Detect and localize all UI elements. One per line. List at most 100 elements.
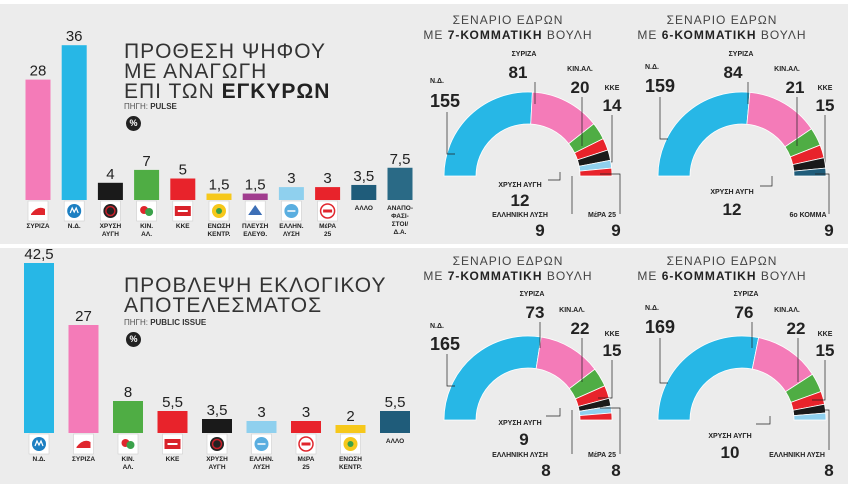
bottom-bar-4-value: 3,5 <box>207 402 228 419</box>
top-title-line3a: ΕΠΙ ΤΩΝ <box>124 80 222 103</box>
top-bar-1-value: 36 <box>66 28 83 45</box>
bottom-seat7-seats-2: 22 <box>571 319 590 338</box>
bottom-bar-1-name-0: ΣΥΡΙΖΑ <box>72 456 95 463</box>
top-bar-2-name-1: ΑΥΓΗ <box>102 231 119 238</box>
top-bar-10-name-2: ΣΤΟΙ/ <box>392 221 409 228</box>
bottom-bar-4-name-0: ΧΡΥΣΗ <box>206 456 228 463</box>
bottom-bar-7-enosi-logo-center <box>347 441 354 447</box>
bottom-seat7-name-0: Ν.Δ. <box>430 323 444 330</box>
bottom-seat7-slice-0 <box>443 335 542 421</box>
bottom-seat6-seats-5: 8 <box>824 461 833 480</box>
bottom-bar-7-value: 2 <box>346 408 354 425</box>
bottom-seat7-leader-0 <box>446 354 455 387</box>
bottom-bar-2 <box>113 401 143 433</box>
top-bar-2-name-0: ΧΡΥΣΗ <box>100 223 122 230</box>
bottom-bar-1-value: 27 <box>75 308 92 325</box>
top-bar-10 <box>387 167 413 200</box>
top-bar-10-name-0: ΑΝΑΠΟ- <box>387 205 413 212</box>
top-seat6-seats-0: 159 <box>645 76 675 96</box>
top-title-line3b: ΕΓΚΥΡΩΝ <box>221 80 331 103</box>
top-seat6-name-5: 6ο ΚΟΜΜΑ <box>789 212 826 219</box>
bottom-seat7-name-3: ΚΚΕ <box>605 331 620 338</box>
top-bar-6-name-1: ΕΛΕΥΘ. <box>243 231 267 238</box>
bottom-seat7-h2a: ΜΕ <box>423 269 448 283</box>
top-bar-5-name-1: ΚΕΝΤΡ. <box>207 231 230 238</box>
top-bar-3-kinal-logo-green <box>145 208 154 216</box>
top-bar-0-syriza-logo <box>27 200 49 222</box>
bottom-bar-0 <box>24 263 54 433</box>
bottom-seat7-leader-4 <box>546 408 561 417</box>
bottom-panel: 42,5 Ν.Δ. 27 ΣΥΡΙΖΑ 8 ΚΙΝ. ΑΛ. 5,5 ΚΚΕ 3,5 ΧΡΥΣΗ ΑΥ… <box>0 248 848 484</box>
top-bar-1-nd-logo <box>63 200 85 222</box>
top-bar-0-syriza-logo-flag <box>31 207 45 215</box>
top-bar-1 <box>61 45 87 201</box>
top-title-line1: ΠΡΟΘΕΣΗ ΨΗΦΟΥ <box>124 40 326 63</box>
bottom-bar-6-name-0: ΜέΡΑ <box>298 456 315 463</box>
top-bar-0 <box>25 79 51 200</box>
top-title: ΠΡΟΘΕΣΗ ΨΗΦΟΥ ΜΕ ΑΝΑΓΩΓΗ ΕΠΙ ΤΩΝ ΕΓΚΥΡΩΝ <box>124 40 331 103</box>
bottom-title-line2: ΑΠΟΤΕΛΕΣΜΑΤΟΣ <box>124 294 323 317</box>
bottom-seat7-leader-6 <box>600 407 621 454</box>
top-seat6-seats-1: 84 <box>724 63 743 82</box>
top-bar-8 <box>315 187 341 200</box>
top-seat6-name-3: ΚΚΕ <box>818 85 833 92</box>
bottom-bar-0-value: 42,5 <box>24 248 53 263</box>
bottom-bar-7-name-0: ΕΝΩΣΗ <box>339 456 362 463</box>
bottom-seat6-leader-4 <box>756 416 771 425</box>
bottom-seat7-heading-line2: ΜΕ 7-ΚΟΜΜΑΤΙΚΗ ΒΟΥΛΗ <box>408 269 608 284</box>
bottom-seat6-heading: ΣΕΝΑΡΙΟ ΕΔΡΩΝ ΜΕ 6-ΚΟΜΜΑΤΙΚΗ ΒΟΥΛΗ <box>622 254 822 284</box>
bottom-seat6-seats-2: 22 <box>787 319 806 338</box>
bottom-seat6-leader-0 <box>659 338 668 384</box>
bottom-seat7-heading: ΣΕΝΑΡΙΟ ΕΔΡΩΝ ΜΕ 7-ΚΟΜΜΑΤΙΚΗ ΒΟΥΛΗ <box>408 254 608 284</box>
bottom-seat6-slice-0 <box>657 335 760 421</box>
top-bar-0-name-0: ΣΥΡΙΖΑ <box>26 223 49 230</box>
top-bar-6-pleysi-logo <box>244 200 266 222</box>
bottom-bar-2-value: 8 <box>124 384 132 401</box>
bottom-bar-4 <box>202 419 232 433</box>
top-bar-8-value: 3 <box>323 170 331 187</box>
bottom-bar-1 <box>68 325 99 433</box>
top-bar-10-name-1: ΦΑΣΙ- <box>391 213 409 220</box>
bottom-bar-5-ellinikh-logo <box>251 433 272 455</box>
bottom-bar-5-name-1: ΛΥΣΗ <box>253 464 270 471</box>
bottom-bar-1-syriza-logo <box>73 433 94 455</box>
top-bar-3-name-1: ΑΛ. <box>141 231 152 238</box>
bottom-bar-1-syriza-logo-flag <box>76 440 91 448</box>
top-bar-7 <box>278 187 304 200</box>
top-seat7-name-5: ΕΛΛΗΝΙΚΗ ΛΥΣΗ <box>492 212 548 219</box>
top-bar-1-name-0: Ν.Δ. <box>68 223 81 230</box>
bottom-seat6-seats-1: 76 <box>735 303 754 322</box>
bottom-bar-3-value: 5,5 <box>162 394 183 411</box>
bottom-charts-svg: 42,5 Ν.Δ. 27 ΣΥΡΙΖΑ 8 ΚΙΝ.ΑΛ. 5,5 ΚΚΕ 3,5 ΧΡΥΣΗΑΥ… <box>24 248 834 480</box>
top-bar-10-name-3: Δ.Α. <box>394 229 407 236</box>
bottom-seat6-heading-line2: ΜΕ 6-ΚΟΜΜΑΤΙΚΗ ΒΟΥΛΗ <box>622 269 822 284</box>
top-bar-8-name-0: ΜέΡΑ <box>319 223 336 230</box>
top-seat7-seats-2: 20 <box>571 78 590 97</box>
bottom-seat6-name-1: ΣΥΡΙΖΑ <box>734 291 759 298</box>
bottom-seat6-h2a: ΜΕ <box>637 269 662 283</box>
bottom-source-label: ΠΗΓΗ: <box>124 318 151 327</box>
bottom-title: ΠΡΟΒΛΕΨΗ ΕΚΛΟΓΙΚΟΥ ΑΠΟΤΕΛΕΣΜΑΤΟΣ <box>124 275 386 317</box>
top-source-label: ΠΗΓΗ: <box>124 102 151 111</box>
bottom-bar-5 <box>246 421 277 433</box>
bottom-seat7-seats-1: 73 <box>526 303 545 322</box>
top-bar-4-value: 5 <box>179 162 187 179</box>
top-seat6-seats-3: 15 <box>816 96 835 115</box>
bottom-seat6-name-2: ΚΙΝ.ΑΛ. <box>774 307 800 314</box>
bottom-bar-2-name-0: ΚΙΝ. <box>122 456 135 463</box>
bottom-seat6-leader-5 <box>818 409 830 450</box>
top-bar-4-kke-logo <box>172 200 194 222</box>
bottom-seat6-name-5: ΕΛΛΗΝΙΚΗ ΛΥΣΗ <box>769 452 825 459</box>
bottom-percent-badge: % <box>126 332 141 347</box>
bottom-bar-3 <box>157 411 188 433</box>
bottom-bar-5-value: 3 <box>257 404 265 421</box>
top-percent-badge: % <box>126 116 141 131</box>
bottom-seat6-leader-3 <box>812 360 826 401</box>
top-title-line3: ΕΠΙ ΤΩΝ ΕΓΚΥΡΩΝ <box>124 80 331 103</box>
bottom-bar-7-enosi-logo <box>340 433 361 455</box>
bottom-bar-2-kinal-logo-green <box>126 441 135 449</box>
bottom-seat6-h2b: 6-ΚΟΜΜΑΤΙΚΗ <box>661 269 757 283</box>
top-seat7-leader-4 <box>548 172 561 181</box>
top-seat7-seats-4: 12 <box>511 191 530 210</box>
